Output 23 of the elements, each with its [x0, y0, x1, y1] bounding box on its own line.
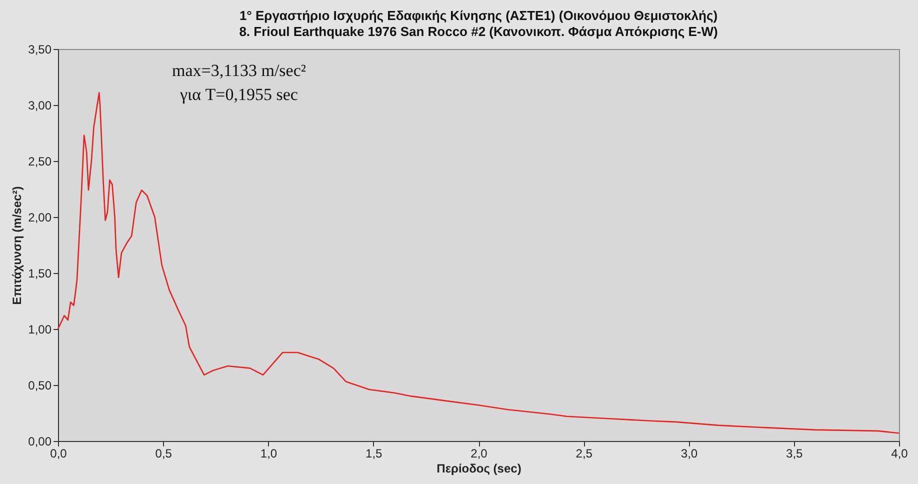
y-tick-label: 3,50: [28, 42, 52, 56]
chart-title: 1° Εργαστήριο Ισχυρής Εδαφικής Κίνησης (ΑΣΤΕ1) (Οικονόμου Θεμιστοκλής): [239, 8, 718, 23]
x-tick-label: 2,5: [576, 446, 593, 460]
x-tick-label: 1,5: [366, 446, 383, 460]
y-tick-label: 1,50: [28, 266, 52, 280]
chart-subtitle: 8. Frioul Earthquake 1976 San Rocco #2 (Κανονικοπ. Φάσμα Απόκρισης E-W): [239, 24, 718, 39]
y-axis-title: Επιτάχυνση (m/sec²): [10, 186, 24, 305]
y-tick-label: 2,00: [28, 210, 52, 224]
x-tick-label: 0,5: [155, 446, 172, 460]
x-axis-title: Περίοδος (sec): [436, 462, 522, 476]
x-tick-label: 2,0: [470, 446, 488, 460]
y-tick-label: 1,00: [28, 322, 52, 336]
x-tick-label: 0,0: [50, 446, 68, 460]
x-tick-label: 3,5: [786, 446, 804, 460]
annotation: max=3,1133 m/sec²: [172, 61, 306, 80]
y-tick-label: 3,00: [28, 98, 52, 112]
y-tick-label: 0,00: [28, 434, 52, 448]
x-tick-label: 3,0: [680, 446, 698, 460]
annotation: για T=0,1955 sec: [179, 85, 298, 104]
x-tick-label: 4,0: [891, 446, 908, 460]
y-tick-label: 0,50: [28, 378, 52, 392]
y-tick-label: 2,50: [28, 154, 52, 168]
x-tick-label: 1,0: [260, 446, 278, 460]
